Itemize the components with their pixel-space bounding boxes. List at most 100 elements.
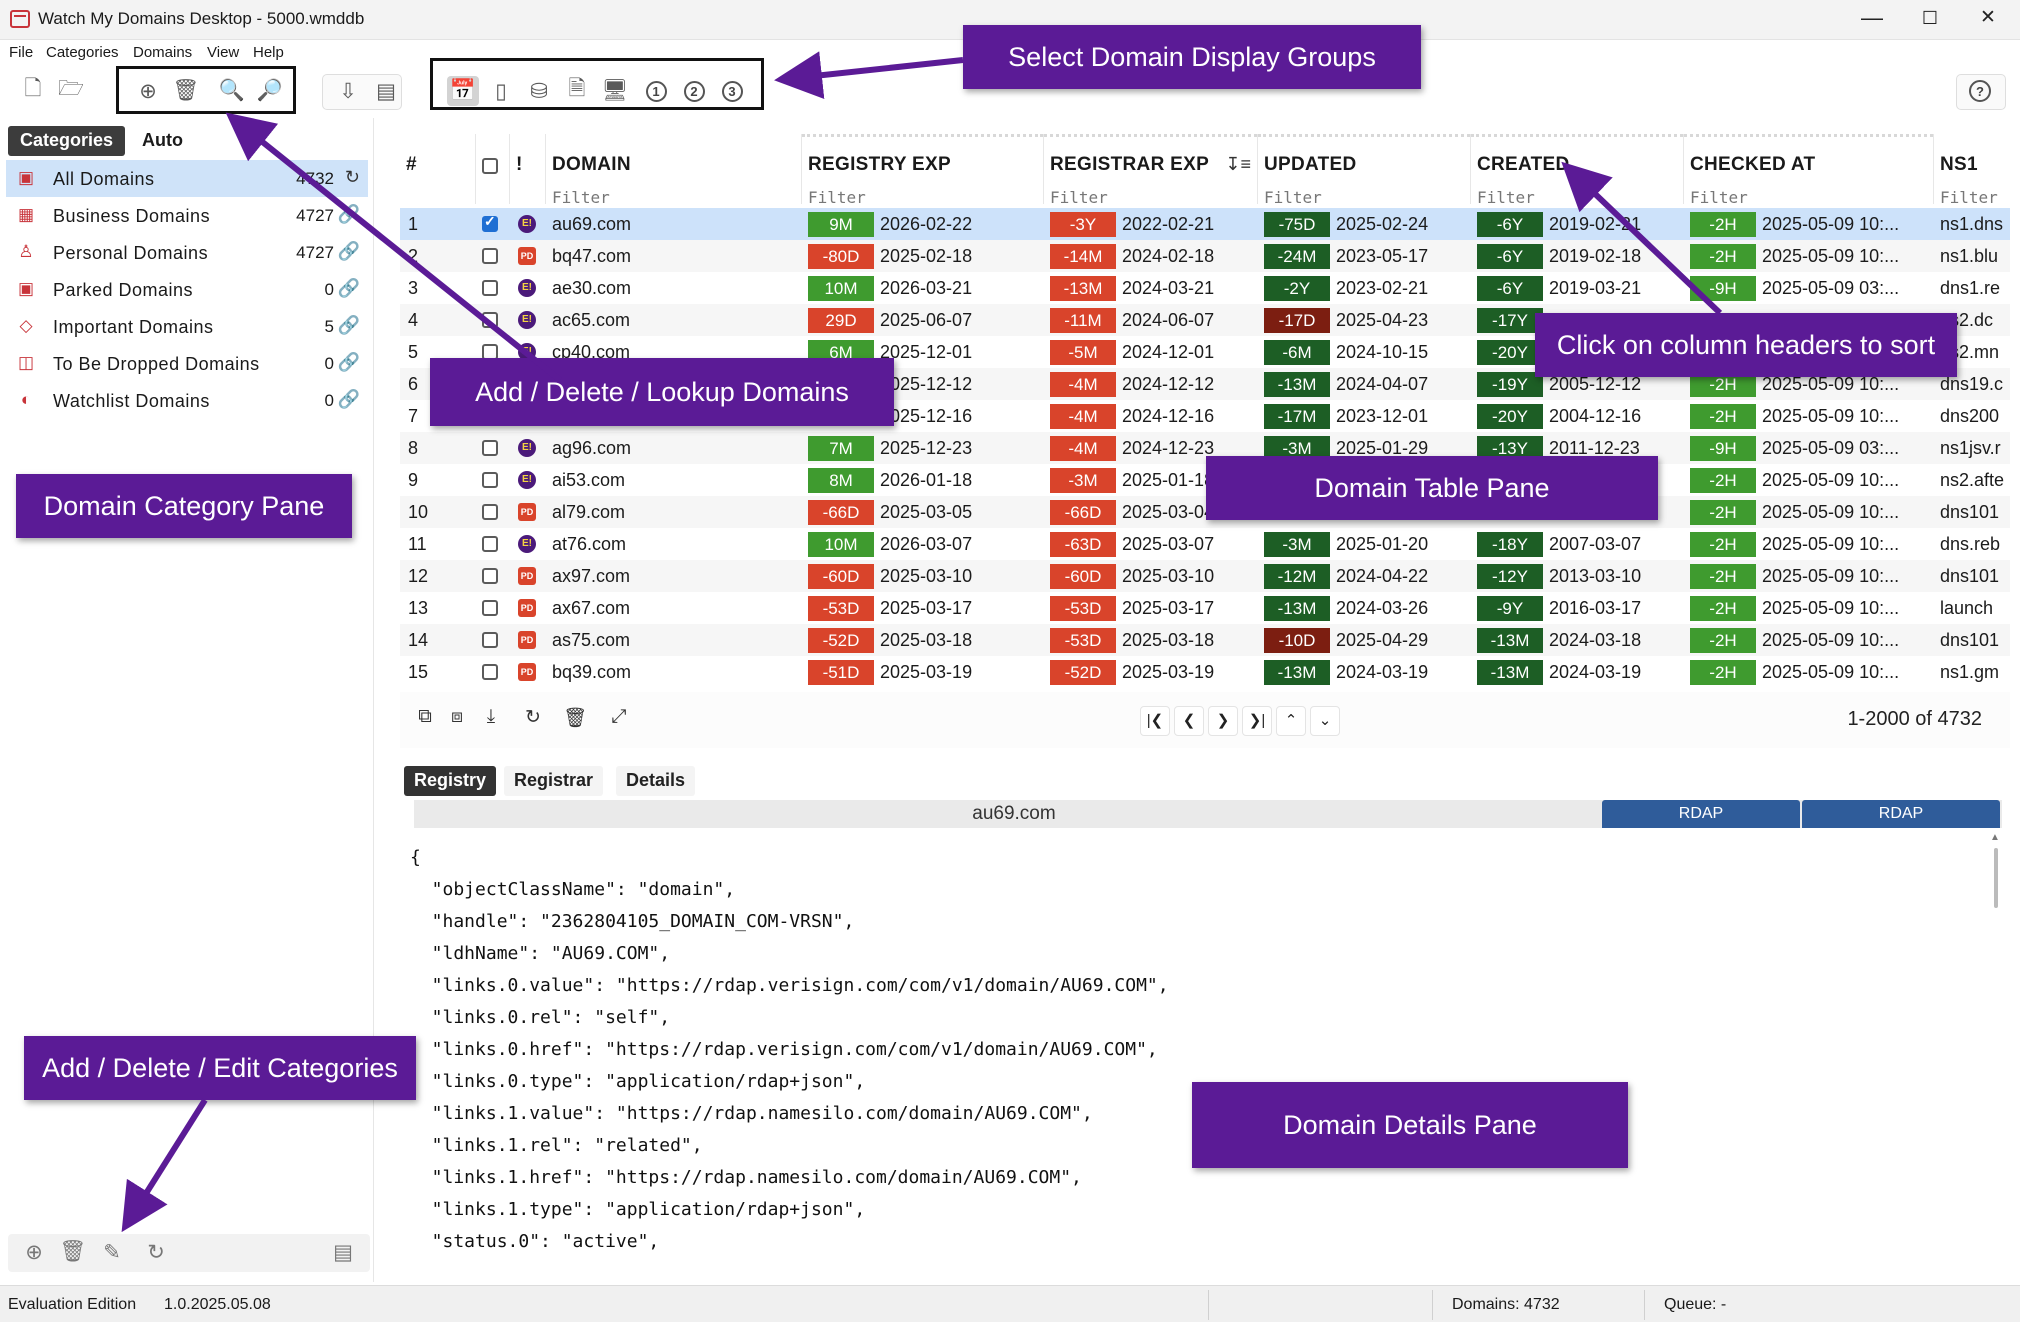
tab-registrar[interactable]: Registrar <box>504 766 604 796</box>
row-checkbox[interactable] <box>482 472 498 488</box>
rdap-registrar-button[interactable]: RDAP <box>1802 800 2000 828</box>
checked-at-filter[interactable]: Filter <box>1690 188 1748 207</box>
refresh-category-icon[interactable]: ↻ <box>147 1241 165 1264</box>
tab-auto[interactable]: Auto <box>142 130 183 150</box>
whois-group-icon[interactable]: 🗎 <box>568 76 586 100</box>
rdap-registry-button[interactable]: RDAP <box>1602 800 1800 828</box>
column-header-registrar-exp[interactable]: REGISTRAR EXP ↧≡ Filter <box>1044 134 1258 207</box>
download-icon[interactable]: ⤓ <box>486 706 496 727</box>
row-checkbox[interactable] <box>482 312 498 328</box>
table-row[interactable]: 2 PD bq47.com -80D 2025-02-18 -14M 2024-02-18 -… <box>400 240 2010 272</box>
domain-cell[interactable]: as75.com <box>552 630 631 650</box>
link-icon[interactable]: 🔗 <box>337 241 360 261</box>
lookup-selected-icon[interactable]: 🔎 <box>256 79 284 102</box>
menu-file[interactable]: File <box>9 44 34 61</box>
category-watchlist-domains[interactable]: ◐ Watchlist Domains 0 🔗 <box>6 382 368 419</box>
link-icon[interactable]: 🔗 <box>337 352 360 372</box>
registry-exp-filter[interactable]: Filter <box>808 188 866 207</box>
table-row[interactable]: 9 E! ai53.com 8M 2026-01-18 -3M 2025-01-18 -2H 2… <box>400 464 2010 496</box>
row-checkbox[interactable] <box>482 248 498 264</box>
row-checkbox[interactable] <box>482 280 498 296</box>
domain-cell[interactable]: al79.com <box>552 502 626 522</box>
export-icon[interactable]: ▤ <box>376 79 396 103</box>
menu-view[interactable]: View <box>207 44 240 61</box>
link-icon[interactable]: 🔗 <box>337 315 360 335</box>
column-header-number[interactable]: # <box>400 134 476 204</box>
category-all-domains[interactable]: ▣ All Domains 4732 ↻ <box>6 160 368 197</box>
column-header-updated[interactable]: UPDATED Filter <box>1258 134 1471 207</box>
domain-cell[interactable]: cp40.com <box>552 342 631 362</box>
edit-category-icon[interactable]: ✎ <box>103 1241 121 1264</box>
close-button[interactable]: ✕ <box>1980 7 1996 28</box>
link-icon[interactable]: 🔗 <box>337 204 360 224</box>
tab-categories[interactable]: Categories <box>8 126 126 156</box>
sort-descending-icon[interactable]: ↧≡ <box>1225 154 1251 174</box>
select-all-checkbox[interactable] <box>482 158 498 174</box>
category-business-domains[interactable]: ▦ Business Domains 4727 🔗 <box>6 197 368 234</box>
row-checkbox[interactable] <box>482 600 498 616</box>
row-checkbox[interactable] <box>482 568 498 584</box>
domain-cell[interactable]: bq39.com <box>552 662 632 682</box>
table-row[interactable]: 3 E! ae30.com 10M 2026-03-21 -13M 2024-03-21 -2… <box>400 272 2010 304</box>
table-row[interactable]: 8 E! ag96.com 7M 2025-12-23 -4M 2024-12-23 -3M 2… <box>400 432 2010 464</box>
column-header-domain[interactable]: DOMAIN Filter <box>546 134 802 207</box>
row-checkbox[interactable] <box>482 536 498 552</box>
domain-cell[interactable]: ac65.com <box>552 310 631 330</box>
group-2-icon[interactable]: 2 <box>678 76 710 106</box>
column-header-select[interactable] <box>476 134 510 204</box>
row-checkbox[interactable] <box>482 440 498 456</box>
copy-all-icon[interactable]: ⧈ <box>450 706 464 727</box>
created-filter[interactable]: Filter <box>1477 188 1535 207</box>
tab-registry[interactable]: Registry <box>404 766 497 796</box>
previous-page-button[interactable]: ❮ <box>1174 706 1204 736</box>
table-row[interactable]: 14 PD as75.com -52D 2025-03-18 -53D 2025-03-18… <box>400 624 2010 656</box>
group-3-icon[interactable]: 3 <box>716 76 748 106</box>
domain-cell[interactable]: ax97.com <box>552 566 631 586</box>
domain-cell[interactable]: ag96.com <box>552 438 632 458</box>
scroll-down-button[interactable]: ⌄ <box>1310 706 1340 736</box>
table-row[interactable]: 1 E! au69.com 9M 2026-02-22 -3Y 2022-02-21 -75D… <box>400 208 2010 240</box>
domain-cell[interactable]: at76.com <box>552 534 627 554</box>
link-icon[interactable]: ↻ <box>344 167 360 187</box>
category-personal-domains[interactable]: ♙ Personal Domains 4727 🔗 <box>6 234 368 271</box>
table-row[interactable]: 10 PD al79.com -66D 2025-03-05 -66D 2025-03-04… <box>400 496 2010 528</box>
scroll-up-button[interactable]: ⌃ <box>1276 706 1306 736</box>
group-1-icon[interactable]: 1 <box>640 76 672 106</box>
help-icon[interactable]: ? <box>1964 76 1996 106</box>
next-page-button[interactable]: ❯ <box>1208 706 1238 736</box>
column-header-registry-exp[interactable]: REGISTRY EXP Filter <box>802 134 1044 207</box>
table-row[interactable]: 5 E! cp40.com 6M 2025-12-01 -5M 2024-12-01 -6M 2… <box>400 336 2010 368</box>
refresh-icon[interactable]: ↻ <box>525 707 541 728</box>
row-checkbox[interactable] <box>482 504 498 520</box>
table-row[interactable]: 15 PD bq39.com -51D 2025-03-19 -52D 2025-03-19… <box>400 656 2010 688</box>
last-page-button[interactable]: ❯| <box>1242 706 1272 736</box>
domain-cell[interactable]: ai53.com <box>552 470 626 490</box>
menu-categories[interactable]: Categories <box>46 44 119 61</box>
table-row[interactable]: 13 PD ax67.com -53D 2025-03-17 -53D 2025-03-17… <box>400 592 2010 624</box>
domain-cell[interactable]: ax67.com <box>552 598 631 618</box>
registrar-exp-filter[interactable]: Filter <box>1050 188 1108 207</box>
dns-group-icon[interactable]: ⛁ <box>530 79 548 103</box>
domain-filter[interactable]: Filter <box>552 188 610 207</box>
table-row[interactable]: 12 PD ax97.com -60D 2025-03-10 -60D 2025-03-10… <box>400 560 2010 592</box>
column-header-created[interactable]: CREATED Filter <box>1471 134 1684 207</box>
maximize-button[interactable]: ☐ <box>1921 8 1939 28</box>
first-page-button[interactable]: |❮ <box>1140 706 1170 736</box>
download-icon[interactable]: ⇩ <box>339 79 357 103</box>
row-checkbox[interactable] <box>482 632 498 648</box>
category-parked-domains[interactable]: ▣ Parked Domains 0 🔗 <box>6 271 368 308</box>
panel-toggle-icon[interactable]: ▤ <box>333 1241 353 1264</box>
row-checkbox[interactable] <box>482 213 498 232</box>
category-important-domains[interactable]: ◇ Important Domains 5 🔗 <box>6 308 368 345</box>
lookup-domain-icon[interactable]: 🔍 <box>218 79 246 102</box>
delete-icon[interactable]: 🗑 <box>562 708 588 729</box>
row-checkbox[interactable] <box>482 664 498 680</box>
server-group-icon[interactable]: 🖥 <box>601 79 629 102</box>
calendar-group-icon[interactable]: 📅 <box>447 76 479 106</box>
domain-cell[interactable]: bq47.com <box>552 246 632 266</box>
updated-filter[interactable]: Filter <box>1264 188 1322 207</box>
open-folder-icon[interactable]: 🗁 <box>57 76 85 100</box>
copy-icon[interactable]: ⧉ <box>418 706 432 727</box>
menu-domains[interactable]: Domains <box>133 44 193 61</box>
delete-domain-icon[interactable]: 🗑 <box>172 79 200 102</box>
